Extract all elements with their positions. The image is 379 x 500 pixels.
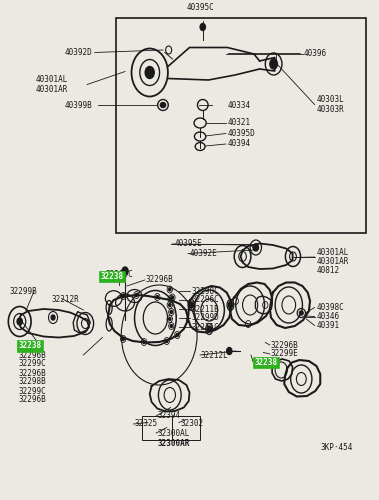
Circle shape (227, 348, 232, 354)
Text: 40321: 40321 (227, 118, 251, 127)
Circle shape (143, 340, 145, 344)
Text: 40301AL: 40301AL (36, 76, 68, 84)
Text: 32299D: 32299D (191, 314, 219, 322)
Text: 32302: 32302 (180, 420, 203, 428)
Text: 32325: 32325 (135, 420, 158, 428)
Text: 32299B: 32299B (9, 286, 37, 296)
Text: 40346: 40346 (316, 312, 340, 321)
Text: 32238: 32238 (255, 358, 278, 367)
Text: 32299C: 32299C (105, 270, 133, 279)
Text: 40391: 40391 (316, 321, 340, 330)
Circle shape (169, 288, 171, 291)
Text: 32211B: 32211B (191, 304, 219, 314)
Text: 3KP·454: 3KP·454 (320, 443, 352, 452)
Text: 32296B: 32296B (18, 368, 46, 378)
Circle shape (170, 324, 172, 328)
Circle shape (253, 244, 258, 251)
Text: 32298C: 32298C (191, 286, 219, 296)
Circle shape (17, 318, 22, 325)
Text: 40396: 40396 (303, 49, 326, 58)
Text: 32238: 32238 (100, 272, 124, 281)
Text: 40399B: 40399B (65, 100, 93, 110)
Circle shape (156, 296, 158, 298)
Text: 32211C: 32211C (191, 322, 219, 332)
Circle shape (135, 294, 138, 296)
Circle shape (170, 310, 172, 314)
Ellipse shape (160, 102, 166, 108)
Text: 32212R: 32212R (51, 296, 79, 304)
Text: 40398C: 40398C (316, 303, 344, 312)
Text: 40334: 40334 (227, 100, 251, 110)
Text: 32299E: 32299E (271, 350, 299, 358)
Text: 40394: 40394 (227, 140, 251, 148)
Circle shape (145, 66, 154, 78)
Text: 40303R: 40303R (316, 104, 344, 114)
Circle shape (270, 59, 277, 69)
Text: 32394: 32394 (157, 412, 180, 420)
Circle shape (122, 267, 128, 275)
Bar (116, 18, 366, 233)
Text: 32299C: 32299C (18, 386, 46, 396)
Text: 32296C: 32296C (191, 296, 219, 304)
Circle shape (171, 296, 174, 299)
Text: 40301AR: 40301AR (316, 257, 349, 266)
Text: 40392E: 40392E (190, 249, 217, 258)
Text: 40395C: 40395C (187, 4, 215, 13)
Circle shape (169, 318, 171, 320)
Circle shape (169, 298, 172, 300)
Circle shape (176, 334, 179, 336)
Circle shape (207, 326, 211, 332)
Circle shape (228, 302, 233, 308)
Circle shape (169, 304, 171, 306)
Text: 32296B: 32296B (271, 340, 299, 349)
Text: 32296B: 32296B (18, 396, 46, 404)
Text: 32298B: 32298B (18, 378, 46, 386)
Circle shape (122, 294, 124, 298)
Circle shape (189, 302, 194, 308)
Text: 40395D: 40395D (227, 129, 255, 138)
Bar (142, 416, 200, 440)
Text: 32300AR: 32300AR (157, 440, 190, 448)
Circle shape (200, 24, 205, 30)
Text: 40301AL: 40301AL (316, 248, 349, 257)
Text: 32299C: 32299C (18, 360, 46, 368)
Text: 32212L: 32212L (201, 350, 229, 360)
Text: 40812: 40812 (316, 266, 340, 275)
Text: 32296B: 32296B (18, 350, 46, 360)
Text: 40301AR: 40301AR (36, 84, 68, 94)
Text: 32296B: 32296B (146, 276, 174, 284)
Text: 32238: 32238 (18, 342, 41, 350)
Ellipse shape (299, 311, 303, 315)
Text: 40392D: 40392D (65, 48, 93, 57)
Circle shape (166, 340, 168, 342)
Text: 40303L: 40303L (316, 96, 344, 104)
Circle shape (51, 315, 55, 320)
Text: 32300AL: 32300AL (157, 428, 190, 438)
Circle shape (122, 338, 124, 340)
Text: 40395E: 40395E (174, 240, 202, 248)
